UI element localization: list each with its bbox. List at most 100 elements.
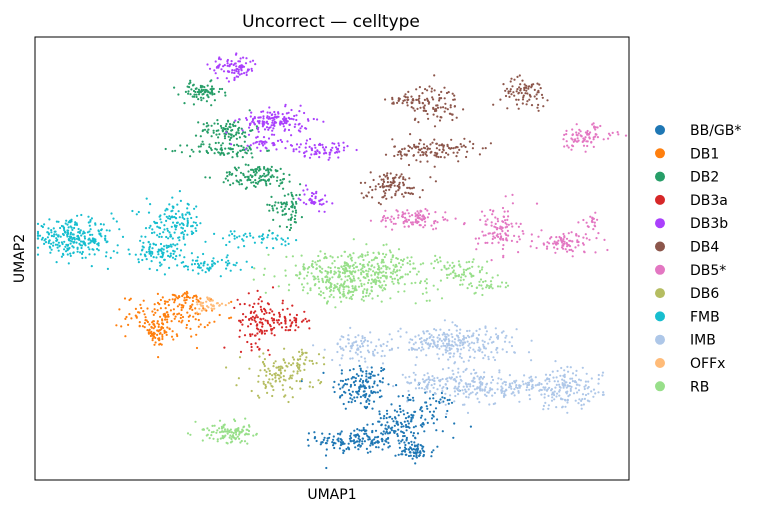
data-point bbox=[292, 362, 295, 365]
data-point bbox=[218, 87, 221, 91]
data-point bbox=[468, 267, 471, 270]
data-point bbox=[389, 172, 392, 175]
data-point bbox=[432, 284, 435, 287]
data-point bbox=[339, 338, 342, 341]
data-point bbox=[304, 317, 307, 320]
data-point bbox=[271, 237, 274, 240]
data-point bbox=[181, 315, 185, 319]
data-point bbox=[284, 147, 287, 150]
data-point bbox=[295, 202, 298, 205]
data-point bbox=[407, 90, 410, 93]
data-point bbox=[586, 144, 589, 148]
data-point bbox=[457, 348, 460, 351]
data-point bbox=[511, 202, 514, 205]
data-point bbox=[265, 184, 268, 187]
data-point bbox=[586, 225, 589, 228]
data-point bbox=[152, 313, 155, 316]
data-point bbox=[375, 345, 378, 348]
data-point bbox=[336, 288, 340, 291]
data-point bbox=[478, 284, 481, 287]
data-point bbox=[318, 259, 321, 262]
data-point bbox=[366, 263, 369, 266]
data-point bbox=[472, 384, 475, 388]
data-point bbox=[389, 275, 392, 278]
data-point bbox=[200, 99, 203, 102]
data-point bbox=[399, 335, 402, 338]
data-point bbox=[47, 233, 51, 236]
data-point bbox=[283, 369, 287, 372]
data-point bbox=[162, 248, 165, 251]
data-point bbox=[327, 158, 330, 161]
data-point bbox=[151, 252, 154, 255]
data-point bbox=[347, 446, 350, 449]
data-point bbox=[268, 203, 271, 207]
data-point bbox=[455, 325, 459, 328]
data-point bbox=[290, 363, 293, 367]
data-point bbox=[212, 129, 215, 132]
data-point bbox=[521, 230, 524, 233]
data-point bbox=[127, 323, 130, 326]
data-point bbox=[483, 388, 486, 391]
data-point bbox=[160, 249, 163, 252]
data-point bbox=[351, 398, 354, 401]
data-point bbox=[425, 278, 428, 281]
plot-points bbox=[36, 52, 628, 470]
data-point bbox=[74, 221, 77, 224]
data-point bbox=[279, 138, 282, 142]
data-point bbox=[109, 256, 112, 259]
data-point bbox=[167, 237, 170, 240]
data-point bbox=[536, 383, 539, 386]
data-point bbox=[368, 386, 371, 389]
data-point bbox=[156, 292, 159, 295]
data-point bbox=[407, 448, 410, 451]
data-point bbox=[496, 227, 499, 230]
data-point bbox=[421, 447, 424, 450]
data-point bbox=[304, 358, 307, 362]
data-point bbox=[515, 328, 518, 331]
data-point bbox=[413, 410, 416, 413]
data-point bbox=[299, 355, 302, 358]
data-point bbox=[445, 151, 448, 155]
data-point bbox=[203, 128, 207, 131]
data-point bbox=[298, 122, 301, 125]
data-point bbox=[277, 285, 280, 288]
data-point bbox=[281, 113, 284, 116]
data-point bbox=[381, 289, 384, 292]
data-point bbox=[444, 338, 447, 341]
data-point bbox=[292, 148, 295, 151]
data-point bbox=[236, 429, 239, 432]
data-point bbox=[283, 207, 286, 210]
data-point bbox=[223, 346, 226, 349]
data-point bbox=[339, 444, 342, 447]
data-point bbox=[188, 296, 191, 299]
data-point bbox=[242, 425, 246, 428]
data-point bbox=[383, 194, 386, 197]
data-point bbox=[159, 242, 163, 246]
data-point bbox=[67, 226, 70, 229]
data-point bbox=[164, 147, 167, 151]
data-point bbox=[397, 346, 400, 349]
data-point bbox=[170, 225, 173, 228]
data-point bbox=[508, 341, 511, 344]
y-axis-label: UMAP2 bbox=[12, 234, 28, 283]
data-point bbox=[231, 69, 234, 72]
data-point bbox=[430, 417, 434, 420]
data-point bbox=[501, 382, 504, 385]
data-point bbox=[542, 105, 545, 108]
data-point bbox=[274, 169, 277, 172]
data-point bbox=[540, 383, 543, 386]
data-point bbox=[527, 351, 531, 354]
data-point bbox=[293, 218, 296, 221]
data-point bbox=[194, 318, 197, 321]
data-point bbox=[448, 398, 451, 401]
data-point bbox=[143, 322, 146, 325]
data-point bbox=[581, 242, 585, 245]
data-point bbox=[157, 226, 161, 229]
data-point bbox=[448, 346, 451, 350]
data-point bbox=[251, 315, 254, 318]
data-point bbox=[205, 89, 208, 92]
data-point bbox=[249, 168, 253, 171]
data-point bbox=[546, 241, 549, 244]
data-point bbox=[234, 264, 237, 267]
data-point bbox=[502, 254, 505, 257]
